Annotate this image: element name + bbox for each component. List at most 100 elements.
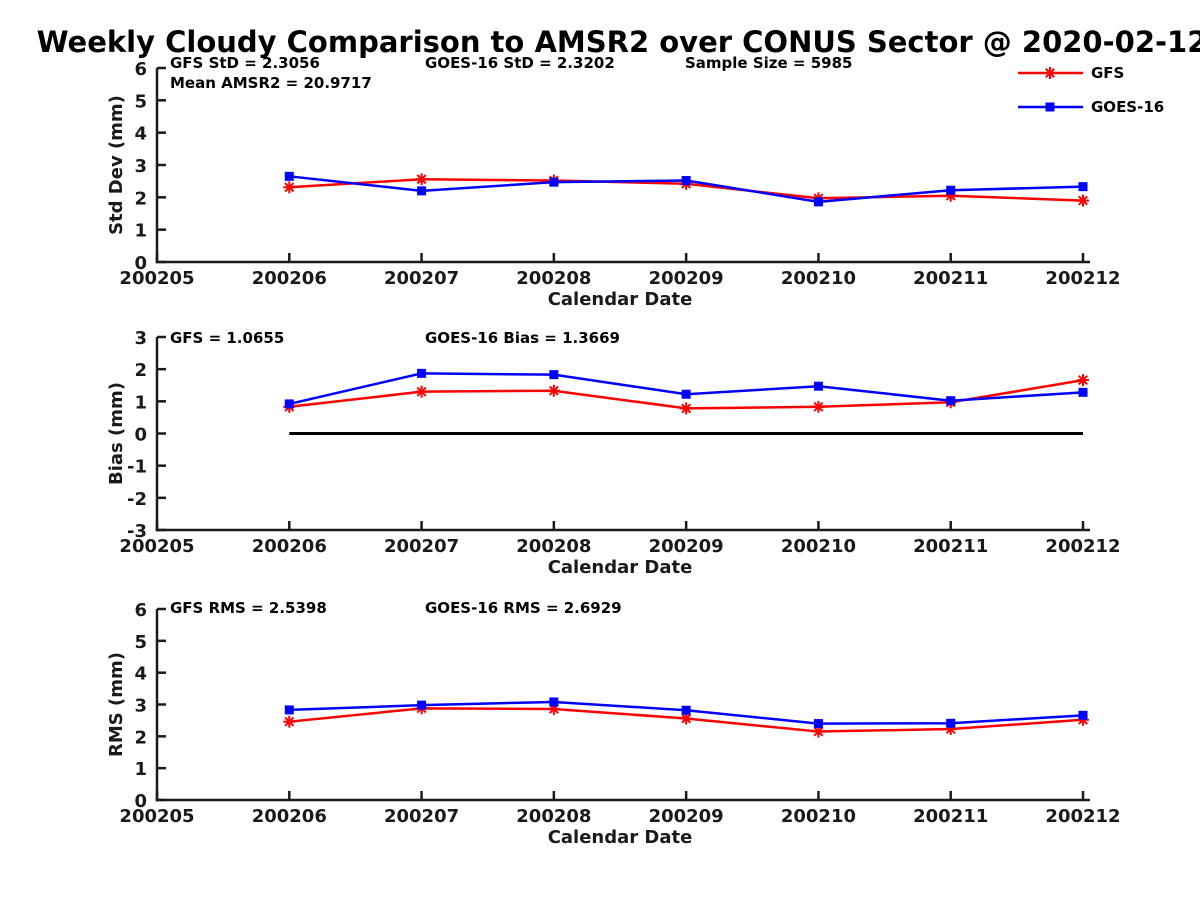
gfs-marker-asterisk <box>548 385 559 396</box>
x-tick-label: 200206 <box>252 806 327 827</box>
y-tick-label: 0 <box>134 253 147 274</box>
goes16-marker-square <box>1078 182 1088 192</box>
y-tick-label: 6 <box>134 59 147 80</box>
goes16-marker-square <box>549 177 559 187</box>
goes16-marker-square <box>1078 710 1088 720</box>
y-tick-label: 1 <box>134 221 147 242</box>
x-tick-label: 200212 <box>1045 268 1120 289</box>
goes16-marker-square <box>1045 102 1055 112</box>
y-tick-label: -2 <box>127 489 147 510</box>
goes16-marker-square <box>813 719 823 729</box>
figure-title: Weekly Cloudy Comparison to AMSR2 over C… <box>37 25 1200 59</box>
x-tick-label: 200207 <box>384 806 459 827</box>
gfs-marker-asterisk <box>284 182 295 193</box>
x-tick-label: 200211 <box>913 536 988 557</box>
y-tick-label: -3 <box>127 521 147 542</box>
x-tick-label: 200210 <box>781 536 856 557</box>
x-axis-label: Calendar Date <box>548 557 693 578</box>
y-tick-label: 2 <box>134 188 147 209</box>
x-axis-label: Calendar Date <box>548 827 693 848</box>
x-tick-label: 200208 <box>516 806 591 827</box>
y-tick-label: 6 <box>134 600 147 621</box>
x-tick-label: 200206 <box>252 536 327 557</box>
goes16-marker-square <box>417 368 427 378</box>
y-axis-label: Std Dev (mm) <box>106 95 127 235</box>
gfs-marker-asterisk <box>813 401 824 412</box>
x-tick-label: 200205 <box>119 536 194 557</box>
y-tick-label: 4 <box>134 664 147 685</box>
x-tick-label: 200206 <box>252 268 327 289</box>
y-tick-label: 0 <box>134 425 147 446</box>
gfs-marker-asterisk <box>681 713 692 724</box>
gfs-marker-asterisk <box>1045 68 1055 78</box>
gfs-marker-asterisk <box>416 386 427 397</box>
x-tick-label: 200210 <box>781 268 856 289</box>
x-tick-label: 200209 <box>649 268 724 289</box>
x-tick-label: 200209 <box>649 536 724 557</box>
goes16-marker-square <box>681 176 691 186</box>
gfs-marker-asterisk <box>416 174 427 185</box>
x-tick-label: 200210 <box>781 806 856 827</box>
stat-annotation: Sample Size = 5985 <box>685 54 852 72</box>
goes16-marker-square <box>946 185 956 195</box>
gfs-marker-asterisk <box>284 716 295 727</box>
x-tick-label: 200212 <box>1045 536 1120 557</box>
x-tick-label: 200208 <box>516 536 591 557</box>
gfs-marker-asterisk <box>681 403 692 414</box>
goes16-marker-square <box>681 705 691 715</box>
goes16-marker-square <box>1078 387 1088 397</box>
y-axis-label: RMS (mm) <box>106 652 127 757</box>
stat-annotation: GOES-16 StD = 2.3202 <box>425 54 615 72</box>
y-tick-label: 3 <box>134 696 147 717</box>
legend-label: GOES-16 <box>1091 98 1164 116</box>
legend-label: GFS <box>1091 64 1124 82</box>
gfs-marker-asterisk <box>813 726 824 737</box>
y-tick-label: 1 <box>134 392 147 413</box>
goes16-marker-square <box>946 396 956 406</box>
goes16-marker-square <box>549 370 559 380</box>
stat-annotation: GOES-16 Bias = 1.3669 <box>425 329 620 347</box>
goes16-marker-square <box>946 718 956 728</box>
y-tick-label: 2 <box>134 727 147 748</box>
x-tick-label: 200207 <box>384 536 459 557</box>
gfs-marker-asterisk <box>1078 195 1088 206</box>
y-tick-label: 5 <box>134 632 147 653</box>
y-tick-label: 4 <box>134 124 147 145</box>
goes16-marker-square <box>813 197 823 207</box>
stat-annotation: Mean AMSR2 = 20.9717 <box>170 74 372 92</box>
goes16-marker-square <box>284 705 294 715</box>
y-tick-label: -1 <box>127 457 147 478</box>
series-line-goes-16 <box>289 372 1084 406</box>
x-tick-label: 200205 <box>119 806 194 827</box>
stat-annotation: GFS RMS = 2.5398 <box>170 599 327 617</box>
goes16-marker-square <box>681 389 691 399</box>
x-tick-label: 200205 <box>119 268 194 289</box>
x-tick-label: 200211 <box>913 268 988 289</box>
stat-annotation: GFS = 1.0655 <box>170 329 284 347</box>
goes16-marker-square <box>284 399 294 409</box>
x-tick-label: 200208 <box>516 268 591 289</box>
x-tick-label: 200207 <box>384 268 459 289</box>
y-tick-label: 1 <box>134 759 147 780</box>
gfs-marker-asterisk <box>1078 375 1088 386</box>
goes16-marker-square <box>813 381 823 391</box>
goes16-marker-square <box>284 171 294 181</box>
x-tick-label: 200209 <box>649 806 724 827</box>
stat-annotation: GFS StD = 2.3056 <box>170 54 320 72</box>
goes16-marker-square <box>417 700 427 710</box>
y-axis-label: Bias (mm) <box>106 382 127 485</box>
y-tick-label: 0 <box>134 791 147 812</box>
y-tick-label: 2 <box>134 360 147 381</box>
x-tick-label: 200212 <box>1045 806 1120 827</box>
y-tick-label: 3 <box>134 156 147 177</box>
x-tick-label: 200211 <box>913 806 988 827</box>
y-tick-label: 5 <box>134 91 147 112</box>
y-tick-label: 3 <box>134 328 147 349</box>
goes16-marker-square <box>549 697 559 707</box>
goes16-marker-square <box>417 186 427 196</box>
x-axis-label: Calendar Date <box>548 289 693 310</box>
stat-annotation: GOES-16 RMS = 2.6929 <box>425 599 622 617</box>
